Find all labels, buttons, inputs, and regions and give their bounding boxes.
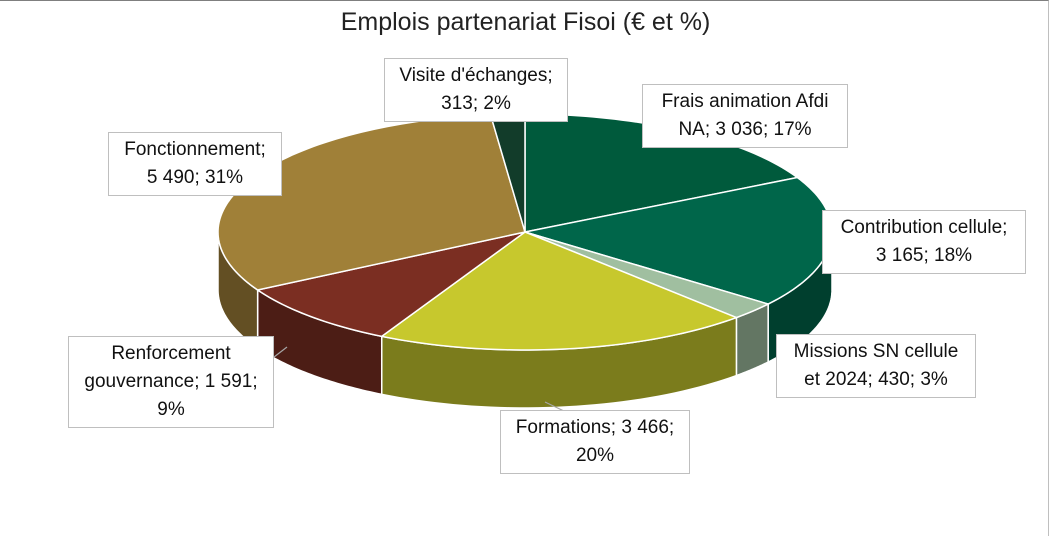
data-label-frais-animation: Frais animation Afdi NA; 3 036; 17%: [642, 84, 848, 148]
data-label-visite-echanges: Visite d'échanges; 313; 2%: [384, 58, 568, 122]
pie-slice-renforcement-gouvernance: [255, 231, 526, 338]
data-label-formations: Formations; 3 466; 20%: [500, 410, 690, 474]
data-label-fonctionnement: Fonctionnement; 5 490; 31%: [108, 132, 282, 196]
chart-title: Emplois partenariat Fisoi (€ et %): [340, 8, 711, 36]
pie-slice-missions-sn-cellule-et-2024: [524, 231, 771, 319]
pie-slice-formations: [379, 231, 739, 351]
data-label-missions-sn: Missions SN cellule et 2024; 430; 3%: [776, 334, 976, 398]
data-label-renforcement-gouvernance: Renforcement gouvernance; 1 591; 9%: [68, 336, 274, 428]
data-label-contribution-cellule: Contribution cellule; 3 165; 18%: [822, 210, 1026, 274]
pie-slices: [217, 113, 833, 351]
